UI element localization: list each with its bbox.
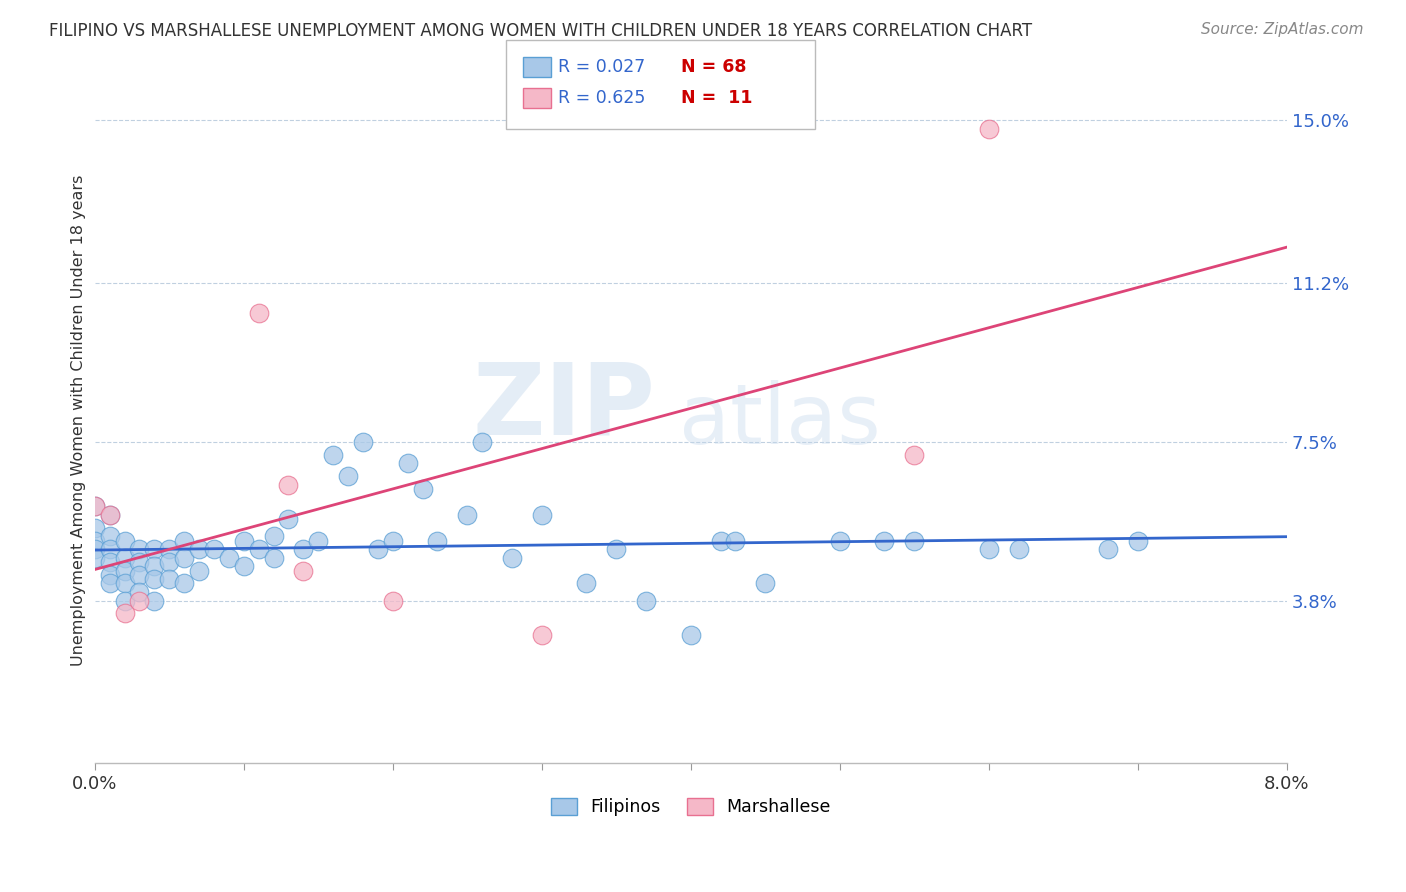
Point [128,542,150,557]
Point [381,533,404,548]
Point [636,593,658,607]
Point [679,628,702,642]
Point [381,593,404,607]
Point [114,607,136,621]
Point [232,559,254,574]
Point [456,508,478,522]
Point [98,567,121,582]
Point [307,533,329,548]
Text: R = 0.027: R = 0.027 [558,58,645,76]
Text: atlas: atlas [679,380,880,461]
Point [143,593,166,607]
Point [724,533,747,548]
Point [98,555,121,569]
Point [277,512,299,526]
Point [263,529,285,543]
Point [977,121,1000,136]
Point [322,448,344,462]
Point [143,572,166,586]
Point [128,593,150,607]
Point [114,564,136,578]
Point [114,593,136,607]
Point [337,469,360,483]
Point [98,542,121,557]
Point [352,434,374,449]
Point [873,533,896,548]
Point [292,564,315,578]
Point [83,500,105,514]
Point [143,559,166,574]
Point [128,567,150,582]
Point [1126,533,1149,548]
Text: FILIPINO VS MARSHALLESE UNEMPLOYMENT AMONG WOMEN WITH CHILDREN UNDER 18 YEARS CO: FILIPINO VS MARSHALLESE UNEMPLOYMENT AMO… [49,22,1032,40]
Point [426,533,449,548]
Text: Source: ZipAtlas.com: Source: ZipAtlas.com [1201,22,1364,37]
Point [247,542,270,557]
Text: R = 0.625: R = 0.625 [558,89,645,107]
Point [173,533,195,548]
Point [114,550,136,565]
Point [83,550,105,565]
Point [83,542,105,557]
Point [173,576,195,591]
Point [128,555,150,569]
Point [530,628,553,642]
Point [114,533,136,548]
Point [157,555,180,569]
Text: N =  11: N = 11 [681,89,752,107]
Point [501,550,523,565]
Point [471,434,494,449]
Point [575,576,598,591]
Point [292,542,315,557]
Point [188,564,211,578]
Point [114,576,136,591]
Point [367,542,389,557]
Point [83,533,105,548]
Point [903,448,925,462]
Point [157,572,180,586]
Point [263,550,285,565]
Text: N = 68: N = 68 [681,58,747,76]
Point [1097,542,1119,557]
Point [157,542,180,557]
Point [173,550,195,565]
Point [83,500,105,514]
Point [977,542,1000,557]
Point [232,533,254,548]
Point [903,533,925,548]
Point [754,576,776,591]
Point [218,550,240,565]
Point [202,542,225,557]
Point [710,533,733,548]
Point [828,533,851,548]
Point [128,585,150,599]
Y-axis label: Unemployment Among Women with Children Under 18 years: Unemployment Among Women with Children U… [72,175,86,666]
Point [98,508,121,522]
Text: ZIP: ZIP [472,359,655,455]
Legend: Filipinos, Marshallese: Filipinos, Marshallese [544,790,838,823]
Point [143,542,166,557]
Point [1007,542,1029,557]
Point [605,542,627,557]
Point [247,306,270,320]
Point [396,456,419,470]
Point [98,508,121,522]
Point [412,482,434,496]
Point [98,576,121,591]
Point [530,508,553,522]
Point [98,529,121,543]
Point [277,477,299,491]
Point [83,521,105,535]
Point [188,542,211,557]
